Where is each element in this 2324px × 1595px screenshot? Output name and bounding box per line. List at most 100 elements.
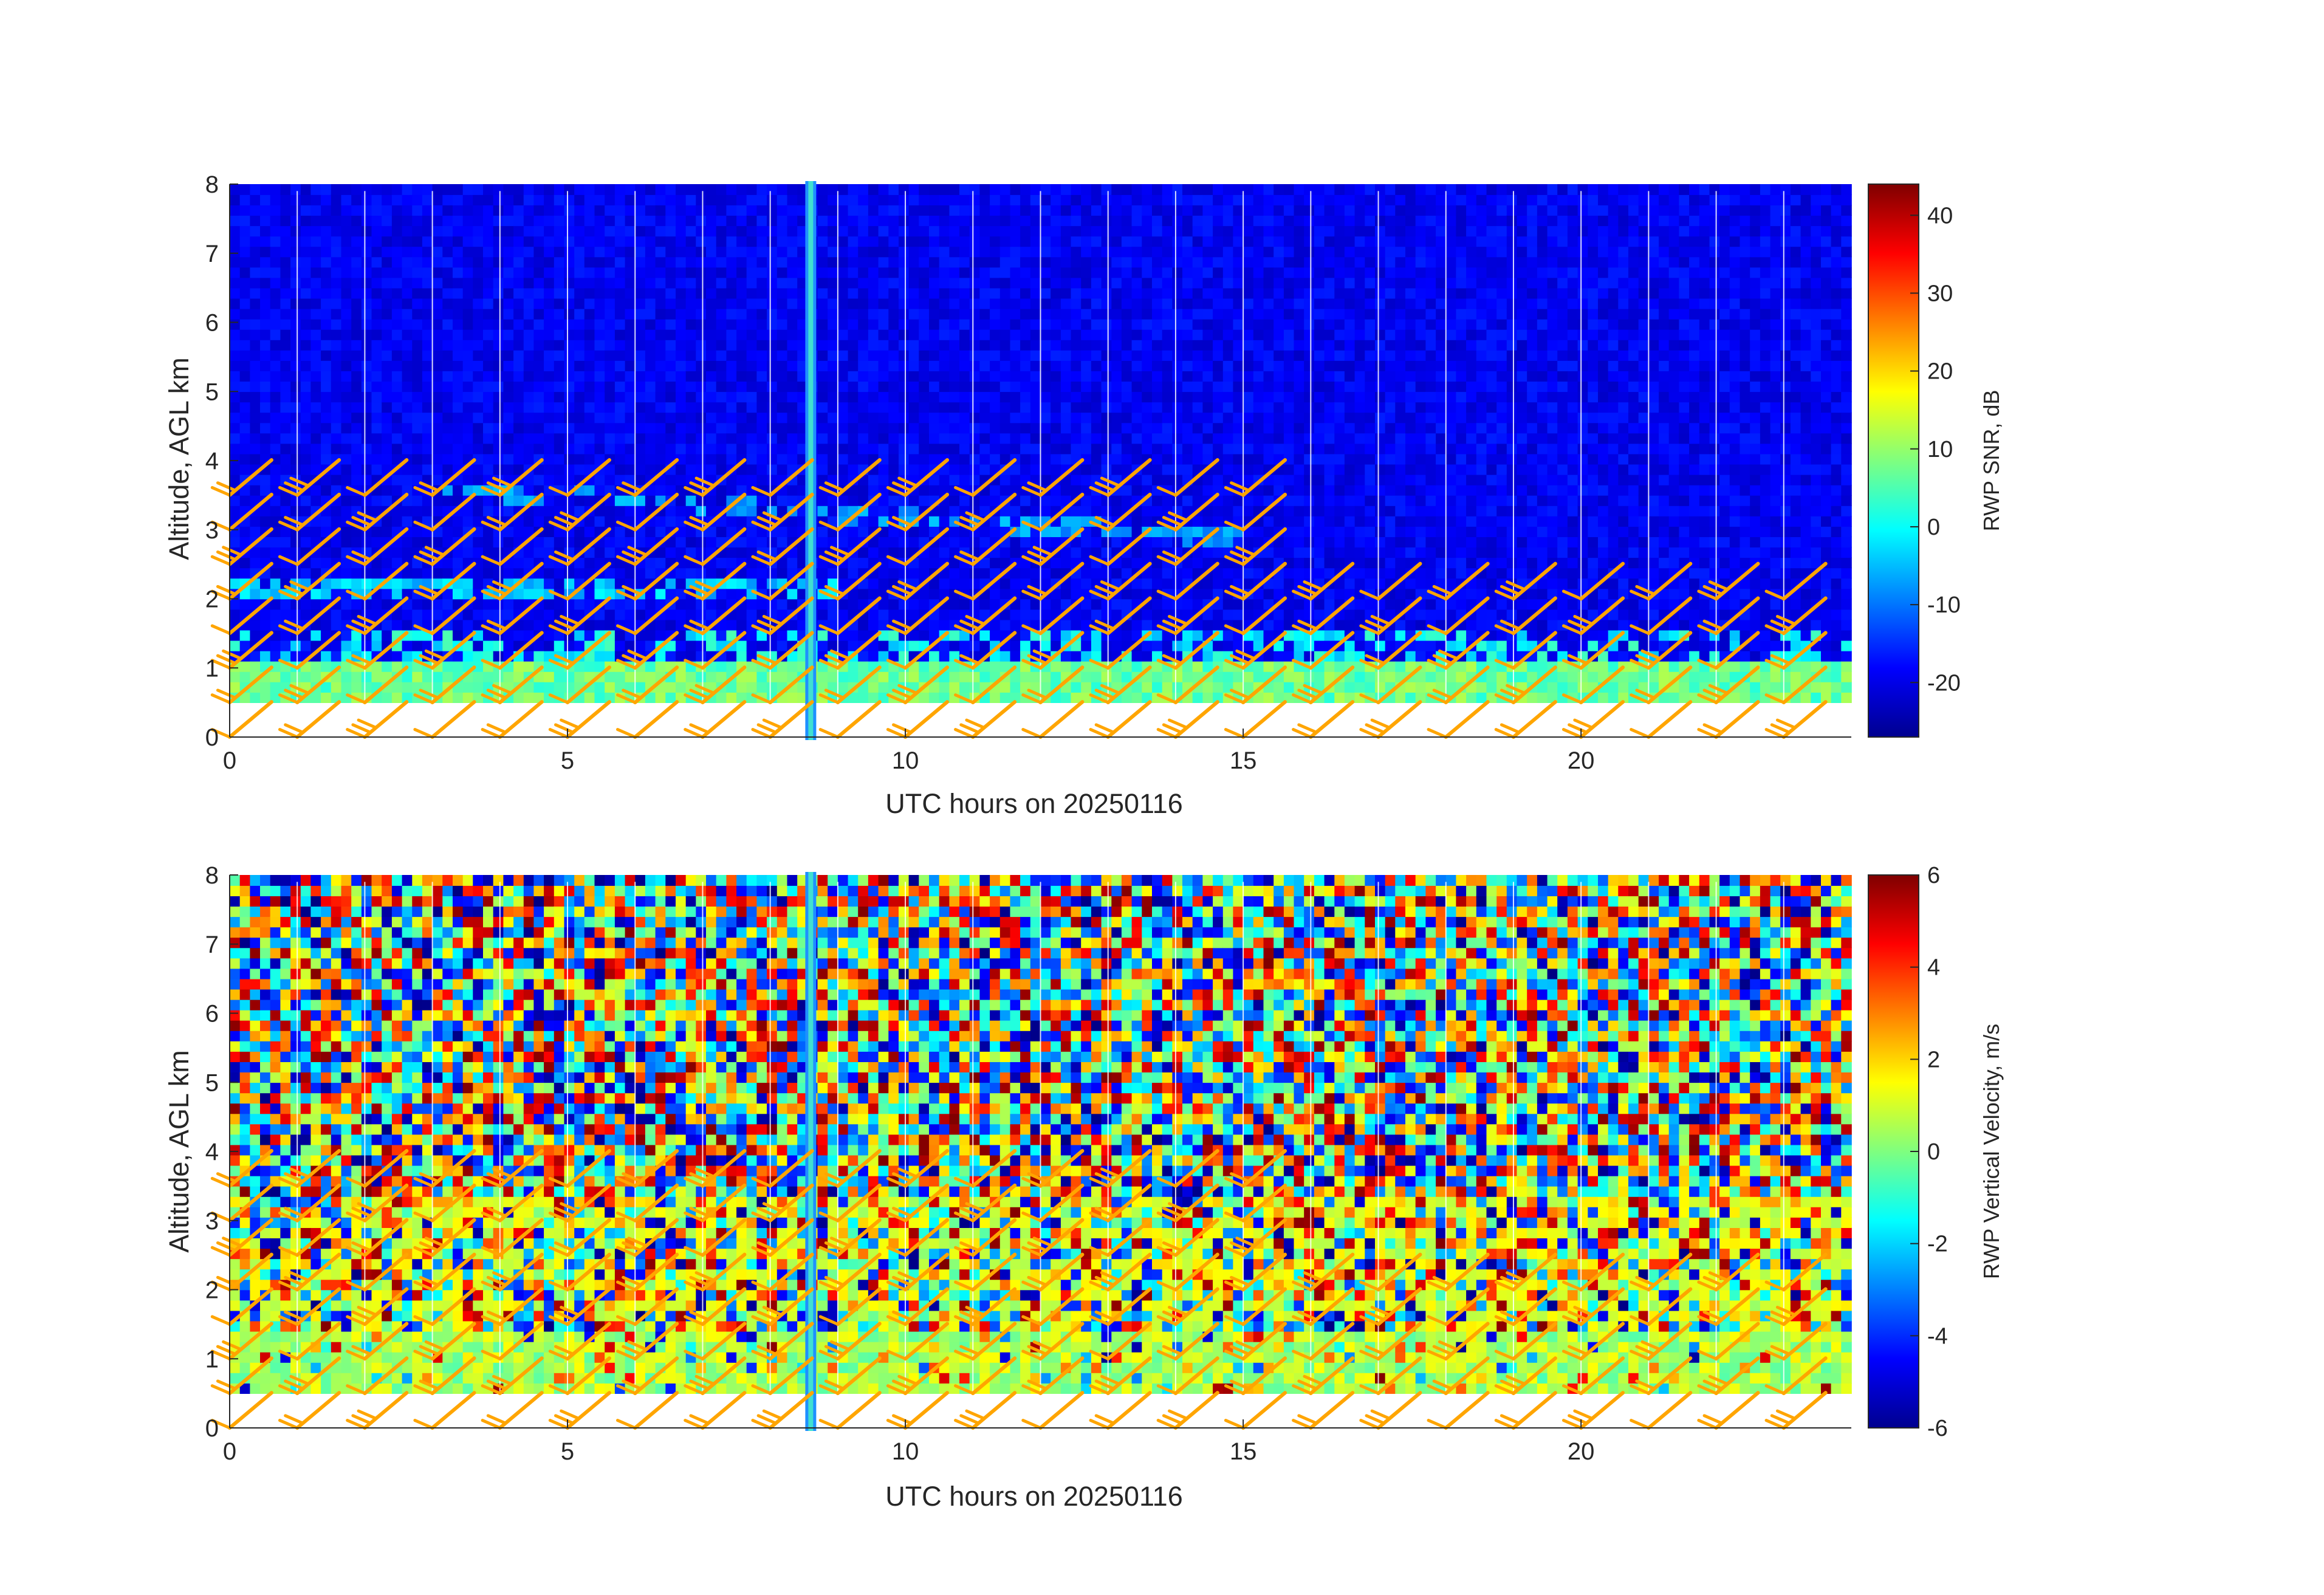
heatmap-cell bbox=[422, 568, 433, 579]
heatmap-cell bbox=[1111, 609, 1122, 620]
heatmap-cell bbox=[716, 599, 727, 610]
heatmap-cell bbox=[685, 318, 697, 330]
heatmap-cell bbox=[564, 318, 575, 330]
snr-heatmap bbox=[230, 184, 1852, 703]
heatmap-cell bbox=[503, 339, 514, 351]
heatmap-cell bbox=[908, 495, 920, 506]
heatmap-cell bbox=[899, 225, 910, 237]
heatmap-cell bbox=[270, 225, 281, 237]
heatmap-cell bbox=[584, 391, 595, 403]
heatmap-cell bbox=[1131, 184, 1143, 195]
heatmap-cell bbox=[614, 391, 626, 403]
heatmap-cell bbox=[1111, 464, 1122, 475]
heatmap-cell bbox=[523, 557, 535, 569]
heatmap-cell bbox=[676, 650, 687, 662]
heatmap-cell bbox=[1071, 505, 1081, 516]
heatmap-cell bbox=[462, 350, 474, 361]
heatmap-cell bbox=[462, 402, 474, 413]
heatmap-cell bbox=[868, 329, 879, 340]
heatmap-cell bbox=[483, 246, 494, 258]
heatmap-cell bbox=[716, 318, 727, 330]
heatmap-cell bbox=[1071, 412, 1081, 424]
heatmap-cell bbox=[1142, 194, 1153, 205]
heatmap-cell bbox=[483, 350, 494, 361]
heatmap-cell bbox=[858, 350, 869, 361]
heatmap-cell bbox=[605, 350, 615, 361]
heatmap-cell bbox=[868, 350, 879, 361]
heatmap-cell bbox=[483, 298, 494, 309]
heatmap-cell bbox=[878, 246, 889, 258]
heatmap-cell bbox=[503, 505, 514, 516]
heatmap-cell bbox=[919, 371, 930, 382]
heatmap-cell bbox=[1051, 671, 1061, 682]
heatmap-cell bbox=[817, 371, 828, 382]
heatmap-cell bbox=[999, 692, 1011, 703]
heatmap-cell bbox=[270, 287, 281, 299]
heatmap-cell bbox=[888, 433, 899, 444]
heatmap-cell bbox=[1142, 547, 1153, 558]
heatmap-cell bbox=[848, 402, 859, 413]
heatmap-cell bbox=[250, 381, 261, 393]
heatmap-cell bbox=[1060, 298, 1072, 309]
heatmap-cell bbox=[837, 640, 849, 651]
heatmap-cell bbox=[969, 246, 981, 258]
heatmap-cell bbox=[605, 236, 615, 247]
heatmap-cell bbox=[1071, 298, 1081, 309]
heatmap-cell bbox=[939, 650, 950, 662]
heatmap-cell bbox=[645, 339, 656, 351]
heatmap-cell bbox=[533, 360, 544, 371]
heatmap-cell bbox=[919, 422, 930, 434]
heatmap-cell bbox=[422, 298, 433, 309]
heatmap-cell bbox=[848, 557, 859, 569]
heatmap-cell bbox=[230, 267, 241, 278]
heatmap-cell bbox=[341, 474, 352, 485]
heatmap-cell bbox=[239, 256, 251, 268]
heatmap-cell bbox=[1091, 402, 1102, 413]
heatmap-cell bbox=[858, 329, 869, 340]
heatmap-cell bbox=[1182, 256, 1193, 268]
heatmap-cell bbox=[1020, 381, 1031, 393]
heatmap-cell bbox=[625, 578, 636, 589]
heatmap-cell bbox=[239, 671, 251, 682]
heatmap-cell bbox=[858, 360, 869, 371]
heatmap-cell bbox=[544, 298, 555, 309]
heatmap-cell bbox=[1192, 660, 1204, 672]
heatmap-cell bbox=[371, 318, 382, 330]
heatmap-cell bbox=[402, 236, 413, 247]
heatmap-cell bbox=[1202, 650, 1213, 662]
heatmap-cell bbox=[1081, 298, 1092, 309]
heatmap-cell bbox=[726, 329, 737, 340]
heatmap-cell bbox=[1182, 318, 1193, 330]
heatmap-cell bbox=[250, 350, 261, 361]
heatmap-cell bbox=[1202, 194, 1213, 205]
heatmap-cell bbox=[1162, 671, 1173, 682]
heatmap-cell bbox=[756, 474, 767, 485]
heatmap-cell bbox=[929, 205, 940, 216]
heatmap-cell bbox=[899, 495, 910, 506]
heatmap-cell bbox=[331, 287, 342, 299]
heatmap-cell bbox=[391, 287, 403, 299]
heatmap-cell bbox=[1071, 422, 1081, 434]
heatmap-cell bbox=[939, 578, 950, 589]
heatmap-cell bbox=[250, 588, 261, 600]
heatmap-cell bbox=[706, 329, 717, 340]
heatmap-cell bbox=[908, 412, 920, 424]
heatmap-cell bbox=[746, 443, 758, 454]
heatmap-cell bbox=[554, 329, 565, 340]
heatmap-cell bbox=[493, 412, 504, 424]
heatmap-cell bbox=[706, 609, 717, 620]
heatmap-cell bbox=[1182, 443, 1193, 454]
heatmap-cell bbox=[776, 671, 788, 682]
heatmap-cell bbox=[1172, 205, 1183, 216]
heatmap-cell bbox=[310, 256, 321, 268]
heatmap-cell bbox=[1172, 495, 1183, 506]
heatmap-cell bbox=[473, 205, 484, 216]
heatmap-cell bbox=[462, 588, 474, 600]
heatmap-cell bbox=[776, 640, 788, 651]
heatmap-cell bbox=[523, 516, 535, 527]
heatmap-cell bbox=[341, 236, 352, 247]
heatmap-cell bbox=[999, 287, 1011, 299]
heatmap-cell bbox=[685, 246, 697, 258]
heatmap-cell bbox=[250, 692, 261, 703]
heatmap-cell bbox=[1020, 205, 1031, 216]
